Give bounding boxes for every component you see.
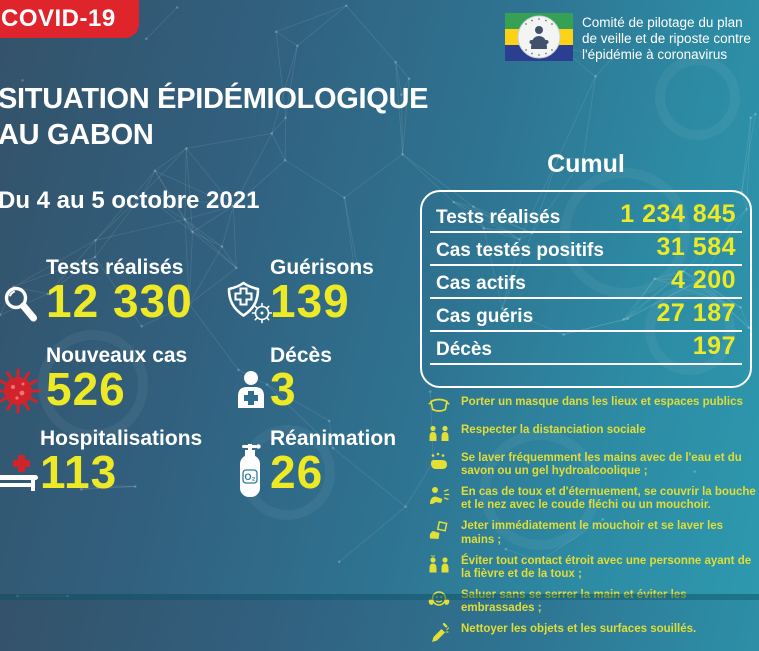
stat-reanimation: O₂ Réanimation 26 [226, 427, 396, 495]
stat-value: 26 [270, 451, 396, 495]
list-item: Se laver fréquemment les mains avec de l… [428, 452, 756, 478]
guideline-text: En cas de toux et d'éternuement, se couv… [461, 486, 756, 512]
table-row: Tests réalisés 1 234 845 [430, 200, 742, 233]
virus-icon [0, 367, 42, 420]
prevention-guidelines: Porter un masque dans les lieux et espac… [428, 396, 756, 651]
table-row: Décès 197 [430, 332, 742, 365]
stat-hospitalisations: Hospitalisations 113 [0, 427, 202, 495]
committee-header: Comité de pilotage du plan de veille et … [505, 13, 751, 66]
covid-banner: COVID-19 [0, 0, 139, 38]
guideline-text: Porter un masque dans les lieux et espac… [461, 396, 743, 409]
stat-value: 12 330 [46, 280, 193, 324]
stat-value: 139 [270, 280, 374, 324]
guideline-text: Se laver fréquemment les mains avec de l… [461, 452, 756, 478]
person-cross-icon [234, 370, 268, 413]
row-value: 27 187 [657, 299, 736, 328]
row-value: 1 234 845 [620, 200, 736, 229]
stat-value: 3 [270, 368, 332, 412]
table-row: Cas guéris 27 187 [430, 299, 742, 332]
stat-guerisons: Guérisons 139 [226, 256, 374, 324]
hospital-bed-icon [0, 453, 44, 498]
list-item: Respecter la distanciation sociale [428, 424, 756, 444]
stat-value: 526 [46, 368, 187, 412]
cumulative-table: Tests réalisés 1 234 845 Cas testés posi… [420, 190, 752, 388]
stat-deces: Décès 3 [226, 344, 332, 412]
committee-name-line1: Comité de pilotage du plan [582, 15, 751, 31]
stat-tests-realises: Tests réalisés 12 330 [0, 256, 193, 324]
page-title-line1: SITUATION ÉPIDÉMIOLOGIQUE [0, 82, 428, 118]
stat-value: 113 [40, 451, 202, 495]
row-value: 31 584 [657, 233, 736, 262]
row-label: Cas actifs [436, 273, 526, 295]
row-value: 197 [693, 332, 736, 361]
guideline-text: Respecter la distanciation sociale [461, 424, 646, 437]
row-label: Tests réalisés [436, 207, 560, 229]
avoid-contact-icon [428, 555, 450, 575]
table-row: Cas testés positifs 31 584 [430, 233, 742, 266]
committee-name-line2: de veille et de riposte contre [582, 31, 751, 47]
distancing-icon [428, 424, 450, 444]
guideline-text: Éviter tout contact étroit avec une pers… [461, 555, 756, 581]
row-label: Cas guéris [436, 306, 533, 328]
row-label: Décès [436, 339, 492, 361]
page-title: SITUATION ÉPIDÉMIOLOGIQUE AU GABON [0, 82, 428, 154]
list-item: Nettoyer les objets et les surfaces soui… [428, 623, 756, 643]
cough-elbow-icon [428, 486, 450, 506]
report-period: Du 4 au 5 octobre 2021 [0, 187, 259, 215]
bottom-edge-strip [0, 594, 759, 600]
page-title-line2: AU GABON [0, 118, 428, 154]
committee-name: Comité de pilotage du plan de veille et … [582, 15, 751, 62]
guideline-text: Jeter immédiatement le mouchoir et se la… [461, 520, 756, 546]
mask-icon [428, 396, 450, 416]
wash-hands-icon [428, 452, 450, 472]
guideline-text: Nettoyer les objets et les surfaces soui… [461, 623, 696, 636]
gabon-flag-emblem [505, 13, 573, 66]
row-value: 4 200 [671, 266, 736, 295]
tissue-icon [428, 520, 450, 540]
table-row: Cas actifs 4 200 [430, 266, 742, 299]
cumulative-title: Cumul [420, 150, 752, 179]
covid-banner-label: COVID-19 [1, 5, 116, 33]
row-label: Cas testés positifs [436, 240, 604, 262]
list-item: En cas de toux et d'éternuement, se couv… [428, 486, 756, 512]
clean-surfaces-icon [428, 623, 450, 643]
stat-nouveaux-cas: Nouveaux cas 526 [0, 344, 187, 412]
magnifier-icon [2, 285, 42, 330]
list-item: Saluer sans se serrer la main et éviter … [428, 589, 756, 615]
virus-ball-decoration [655, 55, 740, 140]
oxygen-tank-icon: O₂ [236, 444, 264, 503]
list-item: Éviter tout contact étroit avec une pers… [428, 555, 756, 581]
list-item: Porter un masque dans les lieux et espac… [428, 396, 756, 416]
guideline-text: Saluer sans se serrer la main et éviter … [461, 589, 756, 615]
shield-cross-virus-icon [224, 280, 272, 331]
svg-text:O₂: O₂ [245, 472, 256, 482]
committee-name-line3: l'épidémie à coronavirus [582, 47, 751, 63]
list-item: Jeter immédiatement le mouchoir et se la… [428, 520, 756, 546]
